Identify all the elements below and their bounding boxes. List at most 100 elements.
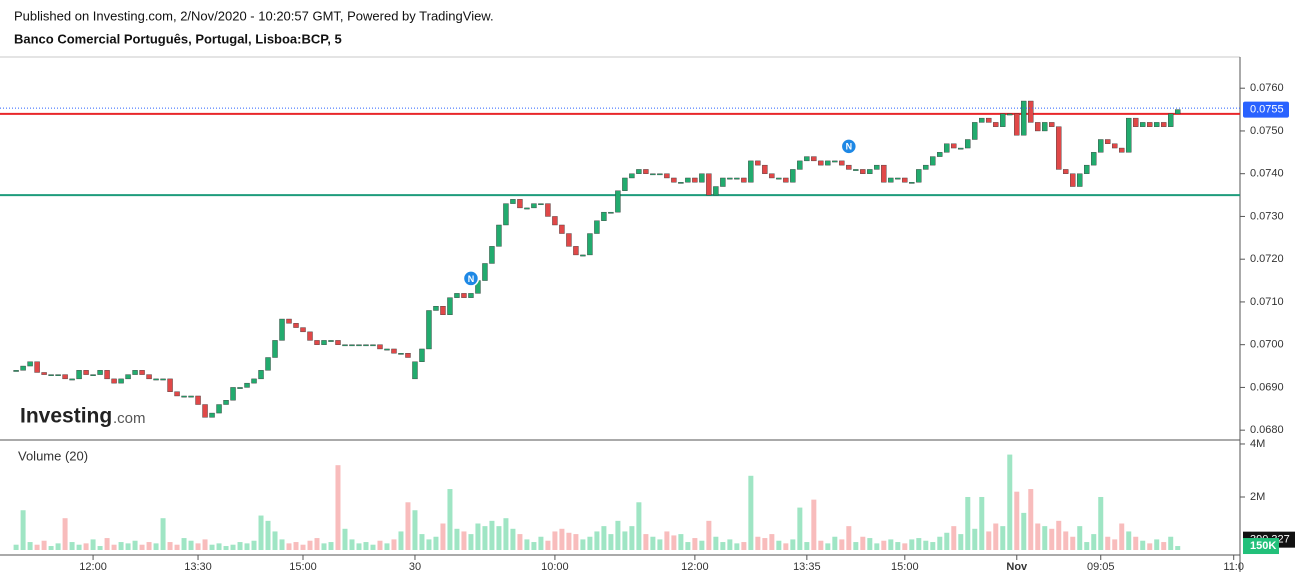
candle — [692, 177, 698, 183]
volume-bar — [804, 542, 810, 550]
candle — [1084, 164, 1090, 174]
candle — [230, 387, 236, 401]
volume-bar — [363, 542, 369, 550]
volume-bar — [755, 536, 761, 550]
volume-bar — [559, 528, 565, 550]
volume-bar — [139, 544, 145, 550]
x-tick-label: 13:35 — [793, 561, 821, 573]
candle — [608, 211, 614, 214]
candle — [1154, 122, 1160, 127]
candle — [202, 404, 208, 418]
volume-bar — [391, 539, 397, 550]
candle — [489, 246, 495, 264]
candle — [146, 374, 152, 380]
volume-bar — [846, 526, 852, 550]
volume-bar — [783, 543, 789, 550]
volume-bar — [650, 536, 656, 550]
published-note: Published on Investing.com, 2/Nov/2020 -… — [14, 8, 494, 23]
volume-bar — [1070, 536, 1076, 550]
volume-bar — [860, 536, 866, 550]
x-tick-label: 15:00 — [289, 561, 317, 573]
volume-bar — [881, 540, 887, 550]
volume-bar — [412, 510, 418, 550]
candle — [671, 177, 677, 183]
candle — [384, 348, 390, 351]
candle — [307, 331, 313, 341]
candle — [349, 344, 355, 347]
volume-bar — [762, 538, 768, 550]
volume-bar — [475, 523, 481, 550]
volume-bar — [825, 543, 831, 550]
candle — [419, 348, 425, 362]
volume-bar — [1119, 523, 1125, 550]
candle — [20, 365, 26, 371]
x-tick-label: 10:00 — [541, 561, 569, 573]
candle — [300, 327, 306, 333]
candle — [1091, 152, 1097, 166]
volume-bar — [454, 528, 460, 550]
candle — [97, 370, 103, 375]
candle — [860, 169, 866, 174]
volume-bar — [1098, 496, 1104, 550]
candle — [1133, 117, 1139, 127]
candle — [601, 211, 607, 221]
y-tick-label: 0.0690 — [1250, 381, 1284, 393]
volume-bar — [1021, 512, 1027, 550]
candle — [797, 160, 803, 170]
volume-bar — [97, 546, 103, 550]
candle — [1049, 122, 1055, 127]
candle — [902, 177, 908, 183]
volume-bar — [286, 543, 292, 550]
volume-bar — [314, 538, 320, 550]
candle — [930, 156, 936, 166]
volume-bar — [622, 531, 628, 550]
candle — [314, 340, 320, 345]
volume-bar — [111, 544, 117, 550]
volume-bar — [223, 546, 229, 550]
candle — [412, 361, 418, 380]
x-tick-label: 11:0 — [1223, 561, 1244, 573]
candle — [790, 169, 796, 183]
volume-bar — [447, 489, 453, 550]
volume-bar — [132, 540, 138, 550]
volume-bar — [118, 542, 124, 550]
volume-bar — [937, 536, 943, 550]
candle — [468, 293, 474, 298]
candle — [937, 152, 943, 157]
candle — [832, 160, 838, 163]
volume-bar — [909, 539, 915, 550]
candle — [76, 370, 82, 380]
x-tick-label: 13:30 — [184, 561, 212, 573]
candle — [1161, 122, 1167, 127]
volume-bar — [468, 534, 474, 550]
volume-tick-label: 4M — [1250, 438, 1265, 450]
candle — [804, 156, 810, 162]
y-tick-label: 0.0750 — [1250, 125, 1284, 137]
candle — [181, 395, 187, 398]
volume-bar — [629, 526, 635, 550]
volume-tag — [1243, 538, 1279, 555]
candle — [1007, 113, 1013, 116]
volume-bar — [958, 534, 964, 550]
candle — [503, 203, 509, 226]
volume-bar — [580, 539, 586, 550]
logo-suffix: .com — [113, 410, 146, 427]
volume-bar — [1161, 542, 1167, 550]
volume-bar — [1133, 536, 1139, 550]
candle — [433, 306, 439, 311]
candle — [748, 160, 754, 183]
candle — [552, 216, 558, 226]
candle — [657, 173, 663, 176]
volume-bar — [1000, 526, 1006, 550]
volume-bar — [419, 534, 425, 550]
volume-bar — [1140, 540, 1146, 550]
candle — [769, 173, 775, 179]
volume-title: Volume (20) — [18, 448, 88, 463]
volume-bar — [972, 528, 978, 550]
volume-bar — [1014, 491, 1020, 550]
volume-bar — [1084, 542, 1090, 550]
candle — [440, 306, 446, 315]
volume-bar — [517, 534, 523, 550]
candle — [566, 233, 572, 247]
candle — [496, 224, 502, 247]
